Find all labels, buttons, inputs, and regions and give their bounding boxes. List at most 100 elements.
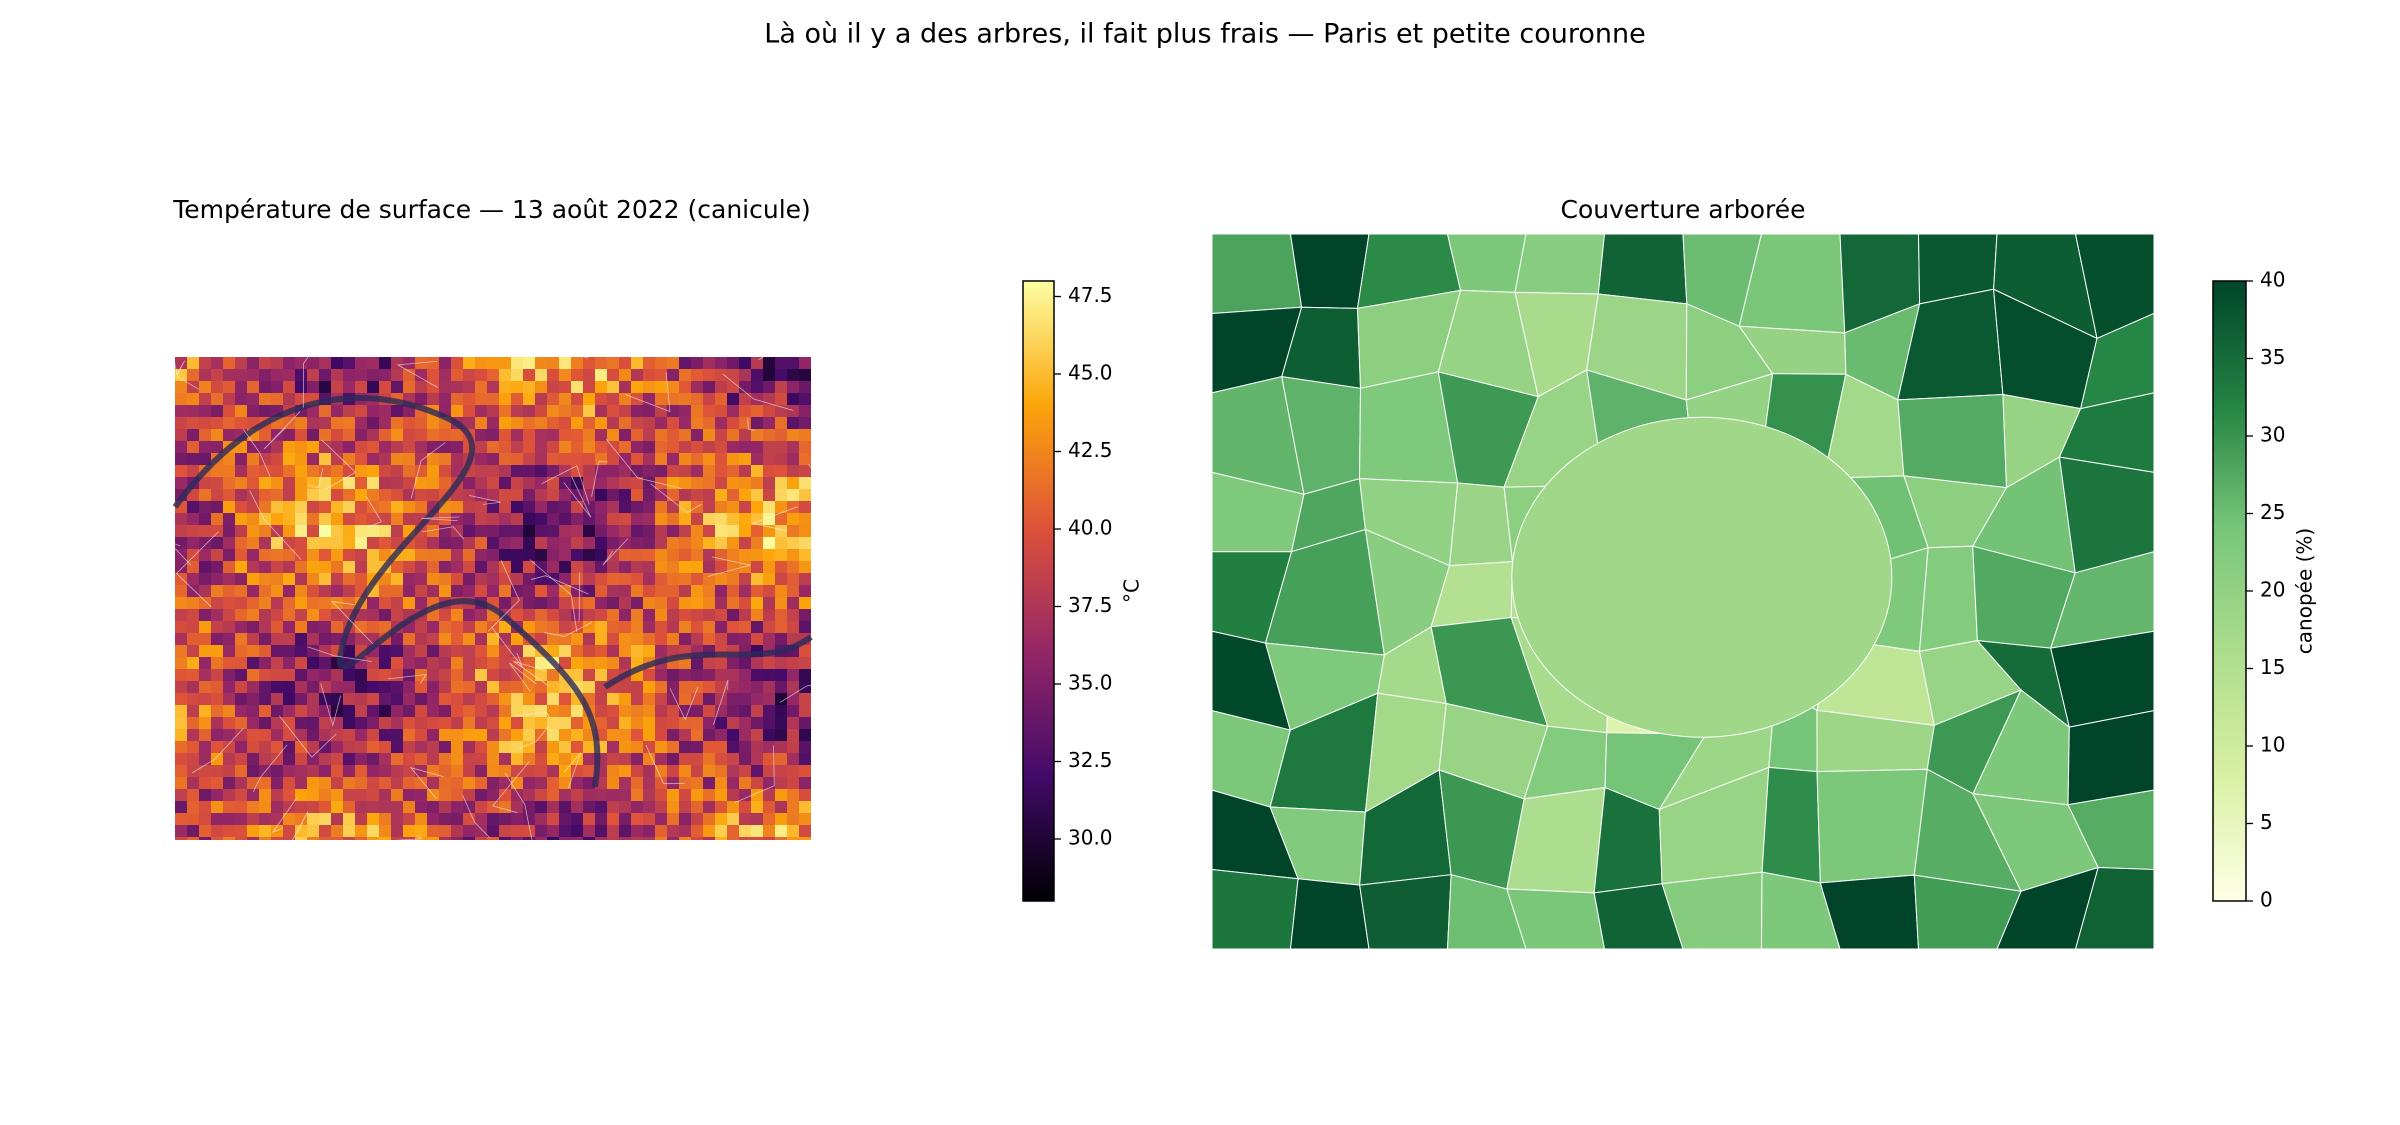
heat-cell [703,753,715,765]
heat-cell [487,681,499,693]
heat-cell [259,573,271,585]
heat-cell [679,753,691,765]
heat-cell [511,837,523,840]
heat-cell [631,417,643,429]
heat-cell [307,825,319,837]
heat-cell [211,501,223,513]
heat-cell [571,573,583,585]
border [779,681,852,703]
heat-cell [463,513,475,525]
heat-cell [427,669,439,681]
heat-cell [595,513,607,525]
heat-cell [691,657,703,669]
heat-cell [559,717,571,729]
heat-cell [607,813,619,825]
heat-cell [211,777,223,789]
heat-cell [367,609,379,621]
heat-cell [667,693,679,705]
heat-cell [631,561,643,573]
heat-cell [235,837,247,840]
heat-cell [643,753,655,765]
border [271,796,298,833]
heat-cell [595,669,607,681]
heat-cell [235,513,247,525]
heat-cell [619,717,631,729]
heat-cell [715,573,727,585]
heat-cell [427,741,439,753]
heat-cell [403,801,415,813]
heat-cell [307,405,319,417]
heat-cell [691,789,703,801]
heat-cell [667,465,679,477]
heat-cell [331,537,343,549]
heat-cell [583,525,595,537]
heat-cell [775,609,787,621]
border [605,439,682,490]
heat-cell [655,669,667,681]
heat-cell [463,501,475,513]
heat-cell [223,549,235,561]
heat-cell [367,717,379,729]
heat-cell [679,573,691,585]
heat-cell [691,801,703,813]
heat-cell [775,453,787,465]
heat-cell [367,441,379,453]
heat-cell [211,597,223,609]
heat-cell [571,837,583,840]
heat-cell [439,741,451,753]
heat-cell [775,369,787,381]
heat-cell [475,753,487,765]
heat-cell [499,813,511,825]
heat-cell [667,681,679,693]
heat-cell [571,633,583,645]
heat-cell [199,549,211,561]
heat-cell [583,357,595,369]
border [650,483,702,514]
heat-cell [319,441,331,453]
heat-cell [463,489,475,501]
heat-cell [175,465,187,477]
heat-cell [475,609,487,621]
heat-cell [391,681,403,693]
heat-cell [247,597,259,609]
heat-cell [355,633,367,645]
heat-cell [283,609,295,621]
heat-cell [787,549,799,561]
heat-cell [499,369,511,381]
heat-cell [523,657,535,669]
heat-cell [787,777,799,789]
heat-cell [223,525,235,537]
heat-cell [703,621,715,633]
heat-cell [523,753,535,765]
heat-cell [499,681,511,693]
heat-cell [715,753,727,765]
heat-cell [631,513,643,525]
heat-cell [343,729,355,741]
heat-cell [295,417,307,429]
heat-cell [691,489,703,501]
heat-cell [451,441,463,453]
heat-cell [439,621,451,633]
heat-cell [283,777,295,789]
heat-cell [439,681,451,693]
heat-cell [619,741,631,753]
heat-cell [763,681,775,693]
heat-cell [427,381,439,393]
heat-cell [283,549,295,561]
heat-cell [727,777,739,789]
heat-cell [475,537,487,549]
heat-cell [595,705,607,717]
heat-cell [259,393,271,405]
heat-cell [607,381,619,393]
heat-cell [679,441,691,453]
heat-cell [607,657,619,669]
heat-cell [655,729,667,741]
heat-cell [319,681,331,693]
heat-cell [763,549,775,561]
heat-cell [643,513,655,525]
heat-cell [415,585,427,597]
heat-cell [547,453,559,465]
border [645,744,685,785]
heat-cell [535,393,547,405]
heat-cell [679,429,691,441]
